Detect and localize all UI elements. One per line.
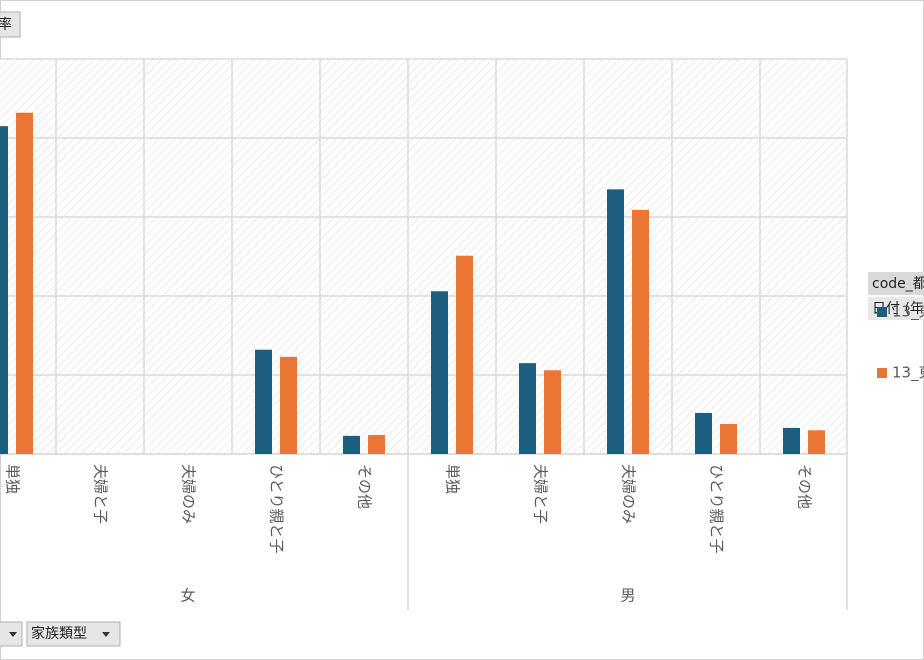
x-tick-label: 単独 <box>444 464 462 494</box>
bar <box>607 189 624 454</box>
legend-swatch <box>877 307 887 317</box>
bar <box>632 209 649 454</box>
bar <box>456 255 473 454</box>
dropdown-arrow <box>9 632 17 637</box>
dropdown-arrow <box>102 632 110 637</box>
x-tick-label: 夫婦と子 <box>92 464 110 524</box>
bar <box>368 435 385 454</box>
plot-area <box>0 59 847 454</box>
x-tick-label: その他 <box>796 464 814 509</box>
field-button-label: 率 <box>0 16 12 33</box>
bar <box>16 112 33 454</box>
bar <box>720 423 737 454</box>
legend-swatch <box>877 368 887 378</box>
x-tick-label: 単独 <box>4 464 22 494</box>
x-tick-label: ひとり親と子 <box>268 464 286 554</box>
bar <box>783 427 800 454</box>
legend-label: 13_東 <box>892 303 924 322</box>
x-tick-label: 夫婦のみ <box>620 464 638 524</box>
group-label: 男 <box>620 587 635 605</box>
x-tick-label: 夫婦と子 <box>532 464 550 524</box>
bar <box>255 349 272 454</box>
bar <box>0 126 8 455</box>
bar <box>280 356 297 454</box>
legend-header-label: code_都 <box>872 276 924 292</box>
bar <box>808 430 825 454</box>
x-tick-label: その他 <box>356 464 374 509</box>
group-label: 女 <box>180 587 195 605</box>
legend-label: 13_東 <box>892 364 924 383</box>
x-tick-label: ひとり親と子 <box>708 464 726 554</box>
legend-header <box>868 272 924 295</box>
field-button-label: 家族類型 <box>31 625 87 642</box>
field-button[interactable] <box>0 11 21 38</box>
bar <box>544 370 561 454</box>
bar <box>519 363 536 454</box>
bar <box>343 435 360 454</box>
x-tick-label: 夫婦のみ <box>180 464 198 524</box>
bar <box>695 412 712 454</box>
bar <box>431 291 448 454</box>
